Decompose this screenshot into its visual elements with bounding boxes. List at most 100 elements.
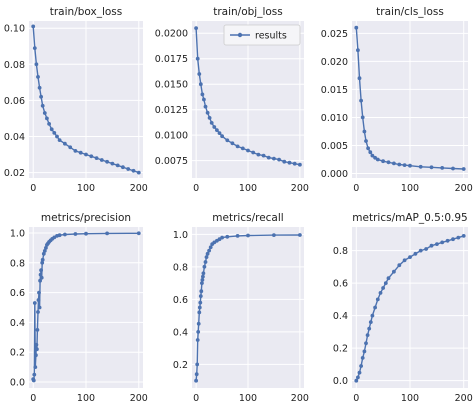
y-tick-label: 0.8	[10, 258, 25, 269]
data-point	[36, 75, 40, 79]
data-point	[84, 152, 88, 157]
data-point	[230, 141, 235, 146]
data-point	[205, 110, 210, 115]
data-point	[34, 342, 39, 347]
data-point	[413, 251, 418, 256]
data-point	[57, 233, 62, 238]
data-point	[198, 294, 203, 298]
data-point	[52, 131, 57, 135]
data-point	[131, 168, 136, 173]
data-point	[220, 235, 225, 240]
y-tick-label: 0.10	[4, 24, 25, 35]
chart-title: train/box_loss	[50, 6, 123, 18]
y-tick-label: 0.000	[321, 169, 348, 180]
data-point	[89, 154, 94, 159]
y-tick-label: 0.4	[10, 318, 25, 329]
data-point	[99, 158, 104, 162]
data-point	[381, 286, 385, 290]
data-point	[203, 104, 208, 109]
chart-title: train/cls_loss	[376, 6, 444, 18]
data-point	[365, 333, 370, 337]
x-tick-label: 0	[30, 183, 36, 194]
x-tick-label: 100	[77, 183, 95, 194]
x-tick-label: 200	[455, 393, 473, 404]
data-point	[63, 232, 67, 237]
data-point	[34, 62, 39, 67]
data-point	[235, 234, 240, 238]
y-tick-label: 0.02	[4, 168, 25, 179]
data-point	[375, 297, 380, 302]
data-point	[198, 300, 203, 305]
x-tick-label: 0	[30, 393, 36, 404]
data-point	[225, 234, 230, 239]
y-tick-label: 0.6	[10, 288, 25, 299]
data-point	[298, 233, 302, 237]
data-point	[381, 159, 385, 164]
data-point	[364, 341, 368, 346]
data-point	[38, 272, 43, 277]
data-point	[266, 155, 271, 160]
y-tick-label: 0.0075	[155, 156, 188, 167]
legend-label: results	[255, 31, 287, 42]
data-point	[373, 155, 377, 160]
data-point	[35, 347, 39, 352]
data-point	[451, 237, 455, 242]
y-tick-label: 0.4	[173, 327, 188, 338]
data-point	[277, 157, 281, 162]
data-point	[435, 242, 439, 247]
data-point	[39, 275, 44, 280]
data-point	[201, 271, 206, 276]
y-tick-label: 0.8	[333, 246, 348, 257]
x-tick-label: 0	[193, 393, 199, 404]
data-point	[201, 274, 205, 279]
y-tick-label: 0.6	[333, 279, 348, 290]
y-tick-label: 0.8	[173, 262, 188, 273]
data-point	[37, 290, 41, 295]
x-tick-label: 200	[130, 393, 148, 404]
data-point	[126, 167, 131, 171]
data-point	[207, 116, 212, 120]
data-point	[200, 92, 205, 97]
data-point	[418, 164, 423, 169]
chart-title: metrics/precision	[41, 212, 131, 224]
data-point	[375, 157, 380, 162]
data-point	[195, 338, 200, 342]
data-point	[205, 251, 210, 256]
data-point	[47, 122, 51, 126]
data-point	[225, 138, 230, 143]
data-point	[386, 276, 391, 281]
data-point	[197, 72, 202, 76]
data-point	[200, 278, 205, 282]
data-point	[354, 378, 359, 383]
data-point	[194, 26, 199, 30]
data-point	[196, 321, 201, 326]
data-point	[199, 289, 204, 294]
chart-panel: 0 100 200 0.0 0.2 0.4 0.6 0.8 1.0 metrics/precisi…	[10, 212, 148, 404]
data-point	[368, 150, 373, 155]
data-point	[451, 166, 455, 171]
data-point	[136, 170, 141, 175]
data-point	[32, 372, 37, 377]
data-point	[357, 370, 362, 375]
data-point	[31, 378, 36, 383]
data-point	[110, 161, 115, 166]
chart-title: metrics/recall	[212, 212, 283, 224]
data-point	[198, 82, 203, 87]
y-tick-label: 0.08	[4, 60, 25, 71]
data-point	[367, 326, 372, 331]
y-tick-label: 0.0125	[155, 105, 188, 116]
data-point	[84, 231, 88, 236]
data-point	[287, 160, 292, 165]
data-point	[386, 160, 391, 165]
data-point	[397, 263, 402, 268]
chart-panel: 0 100 200 0.0 0.2 0.4 0.6 0.8 metrics/mAP_0.5:0.…	[333, 212, 473, 404]
x-tick-label: 100	[239, 183, 257, 194]
data-point	[272, 233, 276, 238]
data-point	[73, 149, 78, 153]
chart-panel: 0 100 200 0.2 0.4 0.6 0.8 1.0 metrics/recall	[173, 212, 309, 404]
y-tick-label: 0.0150	[155, 80, 188, 91]
data-point	[202, 97, 206, 102]
data-point	[204, 255, 209, 259]
data-point	[197, 305, 202, 310]
x-tick-label: 100	[77, 393, 95, 404]
